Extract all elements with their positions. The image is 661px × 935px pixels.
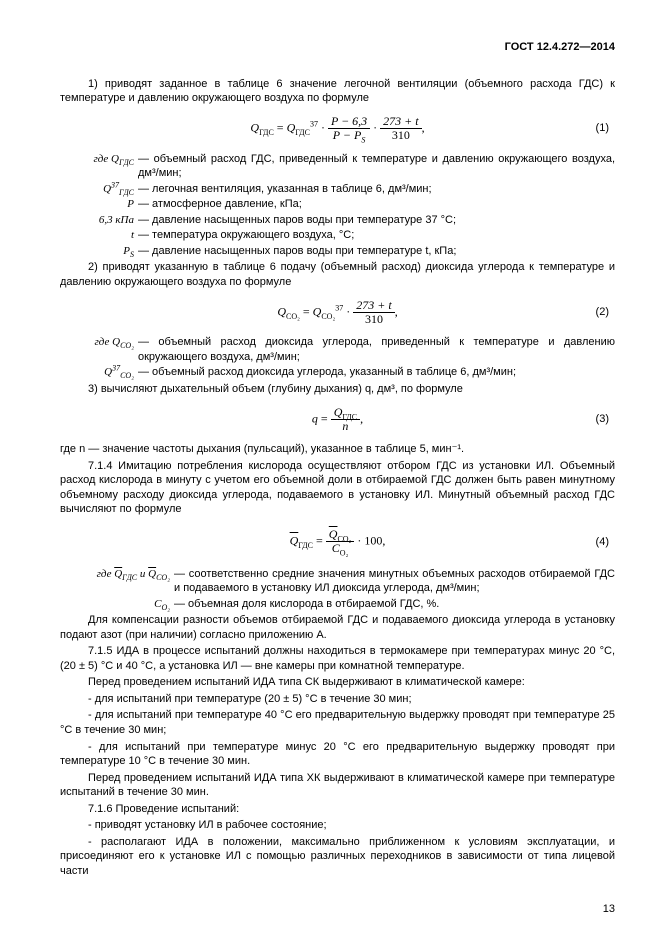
bullet-5: - располагают ИДА в положении, максималь…	[60, 835, 615, 879]
def-val: — объемный расход диоксида углерода, при…	[138, 335, 615, 364]
def-val: — давление насыщенных паров воды при тем…	[138, 244, 615, 259]
def-val: — давление насыщенных паров воды при тем…	[138, 213, 615, 228]
p-10: 7.1.6 Проведение испытаний:	[60, 802, 615, 817]
p-6: Для компенсации разности объемов отбирае…	[60, 613, 615, 642]
eq1-number: (1)	[596, 121, 609, 136]
p-2: 2) приводят указанную в таблице 6 подачу…	[60, 260, 615, 289]
equation-4: QГДС = QCO₂ CO₂ · 100, (4)	[60, 527, 615, 557]
bullet-3: - для испытаний при температуре минус 20…	[60, 740, 615, 769]
def4b-key: СO₂	[60, 597, 174, 612]
def4b-val: — объемная доля кислорода в отбираемой Г…	[174, 597, 615, 612]
equation-2: QCO₂ = QCO₂37 · 273 + t 310 , (2)	[60, 297, 615, 327]
bullet-4: - приводят установку ИЛ в рабочее состоя…	[60, 818, 615, 833]
def-list-2: где QCO₂— объемный расход диоксида углер…	[60, 335, 615, 380]
doc-header: ГОСТ 12.4.272—2014	[60, 40, 615, 55]
def-val: — температура окружающего воздуха, °С;	[138, 228, 615, 243]
def-key: 6,3 кПа	[60, 213, 138, 228]
bullet-1: - для испытаний при температуре (20 ± 5)…	[60, 692, 615, 707]
p-3: 3) вычисляют дыхательный объем (глубину …	[60, 382, 615, 397]
def-key: P	[60, 197, 138, 212]
p-7: 7.1.5 ИДА в процессе испытаний должны на…	[60, 644, 615, 673]
def-key: Q37CO₂	[60, 365, 138, 380]
document-page: ГОСТ 12.4.272—2014 1) приводят заданное …	[0, 0, 661, 935]
eq2-number: (2)	[596, 305, 609, 320]
eq4-number: (4)	[596, 535, 609, 550]
p-9: Перед проведением испытаний ИДА типа ХК …	[60, 771, 615, 800]
def-val: — легочная вентиляция, указанная в табли…	[138, 182, 615, 197]
def4a-key: где QГДС и QCO₂	[60, 567, 174, 582]
def-key: где QCO₂	[60, 335, 138, 350]
def-key: PS	[60, 244, 138, 259]
def-list-1: где QГДС— объемный расход ГДС, приведенн…	[60, 152, 615, 259]
def-val: — объемный расход ГДС, приведенный к тем…	[138, 152, 615, 181]
eq3-number: (3)	[596, 412, 609, 427]
def-val: — объемный расход диоксида углерода, ука…	[138, 365, 615, 380]
equation-3: q = QГДС n , (3)	[60, 404, 615, 434]
bullet-2: - для испытаний при температуре 40 °С ег…	[60, 708, 615, 737]
p-intro-1: 1) приводят заданное в таблице 6 значени…	[60, 77, 615, 106]
p-8: Перед проведением испытаний ИДА типа СК …	[60, 675, 615, 690]
p-4: где n — значение частоты дыхания (пульса…	[60, 442, 615, 457]
def-list-4: где QГДС и QCO₂ — соответственно средние…	[60, 567, 615, 612]
def-val: — атмосферное давление, кПа;	[138, 197, 615, 212]
p-5: 7.1.4 Имитацию потребления кислорода осу…	[60, 459, 615, 517]
def4a-val: — соответственно средние значения минутн…	[174, 567, 615, 596]
page-number: 13	[603, 902, 615, 917]
def-key: где QГДС	[60, 152, 138, 167]
def-key: t	[60, 228, 138, 243]
equation-1: QГДС = QГДС37 · P − 6,3 P − PS · 273 + t…	[60, 114, 615, 144]
def-key: Q37ГДС	[60, 182, 138, 197]
